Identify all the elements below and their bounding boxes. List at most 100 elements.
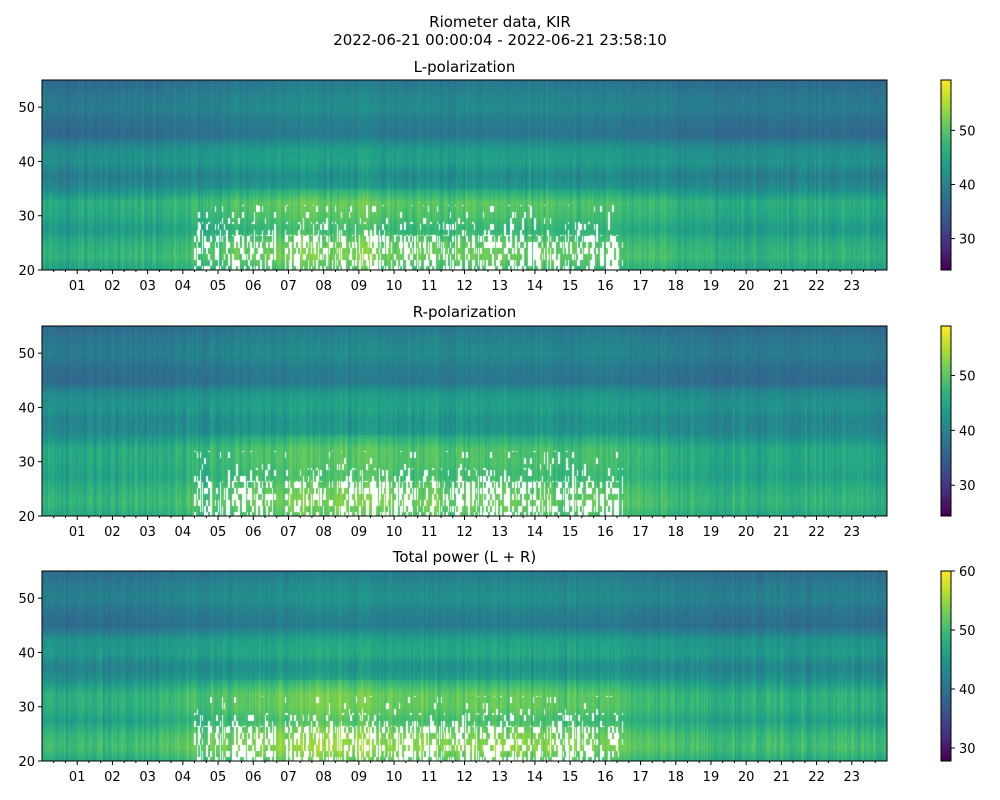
colorbar-tick-label: 30 xyxy=(959,233,976,248)
y-tick-label: 40 xyxy=(18,155,35,170)
colorbar-tick-label: 40 xyxy=(959,683,976,698)
x-tick-label: 22 xyxy=(808,279,825,294)
x-tick-label: 13 xyxy=(491,279,508,294)
x-tick-label: 19 xyxy=(703,525,720,540)
x-tick-label: 10 xyxy=(386,770,403,785)
x-tick-label: 13 xyxy=(491,525,508,540)
x-tick-label: 15 xyxy=(562,525,579,540)
y-tick-label: 20 xyxy=(18,755,35,770)
y-tick-label: 30 xyxy=(18,456,35,471)
x-tick-label: 21 xyxy=(773,770,790,785)
colorbar-l-polarization xyxy=(941,80,951,270)
x-tick-label: 15 xyxy=(562,279,579,294)
x-tick-label: 17 xyxy=(632,279,649,294)
x-tick-label: 23 xyxy=(844,279,861,294)
x-tick-label: 14 xyxy=(527,279,544,294)
y-tick-label: 20 xyxy=(18,264,35,279)
x-tick-label: 11 xyxy=(421,770,438,785)
x-tick-label: 06 xyxy=(245,525,262,540)
x-tick-label: 11 xyxy=(421,525,438,540)
x-tick-label: 01 xyxy=(69,279,86,294)
x-tick-label: 14 xyxy=(527,770,544,785)
x-tick-label: 17 xyxy=(632,770,649,785)
x-tick-label: 02 xyxy=(104,525,121,540)
plot-frame xyxy=(41,570,888,762)
x-tick-label: 16 xyxy=(597,770,614,785)
x-tick-label: 15 xyxy=(562,770,579,785)
x-tick-label: 01 xyxy=(69,770,86,785)
x-tick-label: 08 xyxy=(315,770,332,785)
x-tick-label: 04 xyxy=(175,279,192,294)
plot-frame xyxy=(41,79,888,271)
colorbar-total-power xyxy=(941,571,951,761)
panel-title-l-polarization: L-polarization xyxy=(413,58,516,76)
x-tick-label: 20 xyxy=(738,279,755,294)
x-tick-label: 16 xyxy=(597,279,614,294)
colorbar-tick-label: 30 xyxy=(959,479,976,494)
x-tick-label: 21 xyxy=(773,279,790,294)
y-tick-label: 40 xyxy=(18,646,35,661)
x-tick-label: 11 xyxy=(421,279,438,294)
y-tick-label: 50 xyxy=(18,347,35,362)
x-tick-label: 12 xyxy=(456,770,473,785)
heatmap-l-polarization xyxy=(42,80,887,270)
x-tick-label: 03 xyxy=(139,279,156,294)
x-tick-label: 02 xyxy=(104,770,121,785)
colorbar-frame xyxy=(940,570,952,762)
x-tick-label: 06 xyxy=(245,279,262,294)
colorbar-tick-label: 50 xyxy=(959,624,976,639)
heatmap-r-polarization xyxy=(42,326,887,516)
panel-title-total-power: Total power (L + R) xyxy=(392,548,537,566)
colorbar-tick-label: 60 xyxy=(959,565,976,580)
colorbar-tick-label: 50 xyxy=(959,124,976,139)
colorbar-tick-label: 30 xyxy=(959,742,976,757)
panel-title-r-polarization: R-polarization xyxy=(412,303,517,321)
x-tick-label: 04 xyxy=(175,525,192,540)
x-tick-label: 03 xyxy=(139,525,156,540)
x-tick-label: 01 xyxy=(69,525,86,540)
plot-frame xyxy=(41,325,888,517)
x-tick-label: 05 xyxy=(210,279,227,294)
colorbar-frame xyxy=(940,325,952,517)
x-tick-label: 14 xyxy=(527,525,544,540)
colorbar-tick-label: 40 xyxy=(959,424,976,439)
y-tick-label: 30 xyxy=(18,210,35,225)
x-tick-label: 22 xyxy=(808,525,825,540)
x-tick-label: 10 xyxy=(386,279,403,294)
x-tick-label: 18 xyxy=(667,770,684,785)
x-tick-label: 21 xyxy=(773,525,790,540)
x-tick-label: 12 xyxy=(456,525,473,540)
x-tick-label: 07 xyxy=(280,525,297,540)
x-tick-label: 18 xyxy=(667,525,684,540)
heatmap-total-power xyxy=(42,571,887,761)
x-tick-label: 16 xyxy=(597,525,614,540)
x-tick-label: 20 xyxy=(738,770,755,785)
x-tick-label: 02 xyxy=(104,279,121,294)
x-tick-label: 10 xyxy=(386,525,403,540)
x-tick-label: 23 xyxy=(844,525,861,540)
y-tick-label: 50 xyxy=(18,592,35,607)
x-tick-label: 08 xyxy=(315,279,332,294)
y-tick-label: 50 xyxy=(18,101,35,116)
colorbar-r-polarization xyxy=(941,326,951,516)
x-tick-label: 03 xyxy=(139,770,156,785)
y-tick-label: 20 xyxy=(18,510,35,525)
x-tick-label: 04 xyxy=(175,770,192,785)
colorbar-tick-label: 40 xyxy=(959,178,976,193)
x-tick-label: 13 xyxy=(491,770,508,785)
x-tick-label: 06 xyxy=(245,770,262,785)
x-tick-label: 19 xyxy=(703,770,720,785)
colorbar-frame xyxy=(940,79,952,271)
x-tick-label: 07 xyxy=(280,279,297,294)
x-tick-label: 20 xyxy=(738,525,755,540)
x-tick-label: 23 xyxy=(844,770,861,785)
x-tick-label: 09 xyxy=(351,279,368,294)
x-tick-label: 08 xyxy=(315,525,332,540)
x-tick-label: 07 xyxy=(280,770,297,785)
x-tick-label: 22 xyxy=(808,770,825,785)
x-tick-label: 09 xyxy=(351,770,368,785)
figure-title: Riometer data, KIR xyxy=(429,13,571,31)
colorbar-tick-label: 50 xyxy=(959,369,976,384)
y-tick-label: 40 xyxy=(18,401,35,416)
y-tick-label: 30 xyxy=(18,701,35,716)
